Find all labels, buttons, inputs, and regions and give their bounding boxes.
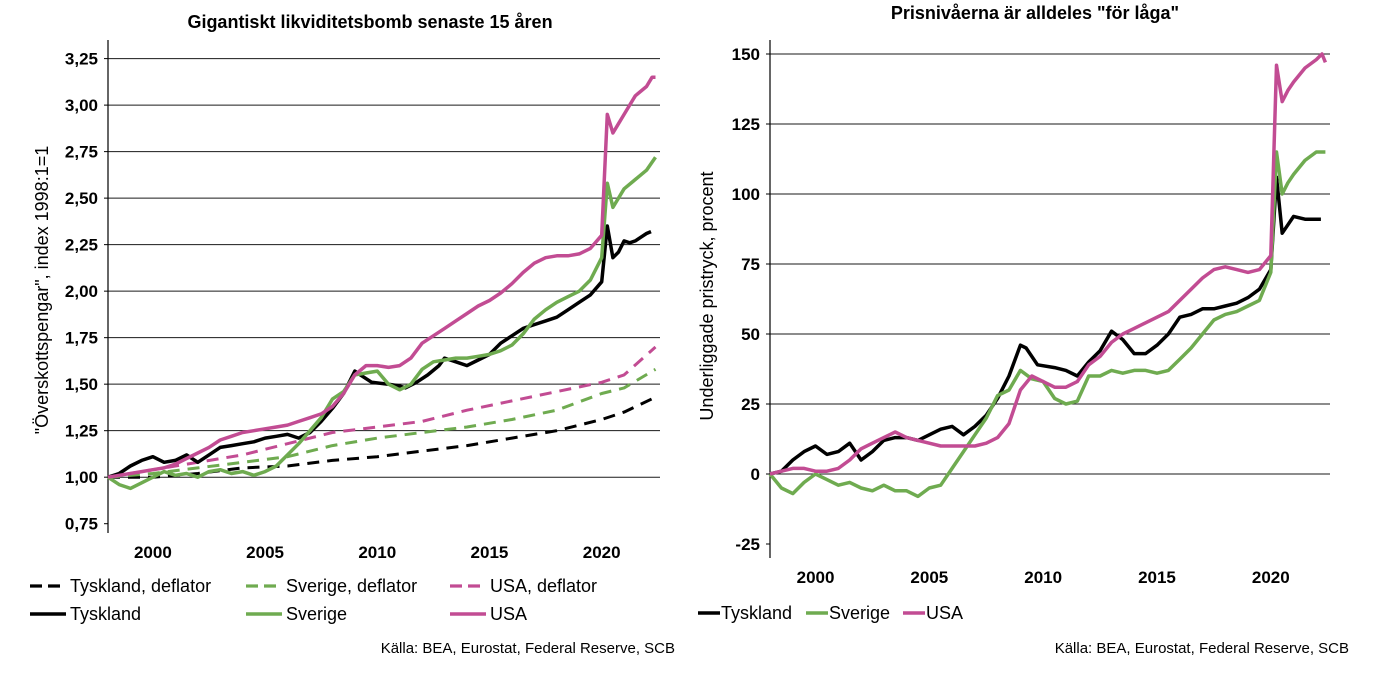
right-legend-label-sverige: Sverige [829,603,890,623]
legend-label-sverige: Sverige [286,604,347,624]
legend-item-tyskland: Tyskland [30,604,141,624]
right-chart: Prisnivåerna är alldeles "för låga" Unde… [697,3,1349,657]
right-y-tick-label: 125 [732,115,760,134]
legend-item-usa: USA [450,604,527,624]
left-y-tick-label: 2,00 [65,282,98,301]
left-y-tick-label: 2,75 [65,143,98,162]
right-series-usa [769,52,1328,476]
left-series-usa [107,75,656,479]
left-source-note: Källa: BEA, Eurostat, Federal Reserve, S… [381,640,675,657]
right-y-tick-labels: -25 0 25 50 75 100 125 150 [732,45,770,554]
right-y-tick-label: 0 [751,465,760,484]
right-legend-item-sverige: Sverige [806,603,890,623]
right-x-tick-labels: 2000 2005 2010 2015 2020 [797,568,1290,587]
right-x-tick-label: 2000 [797,568,835,587]
left-x-tick-label: 2020 [583,543,621,562]
left-y-tick-label: 3,25 [65,50,98,69]
legend-item-sverige: Sverige [246,604,347,624]
right-series-tyskland [769,175,1321,476]
right-series-lines [768,52,1328,499]
right-x-tick-label: 2015 [1138,568,1176,587]
legend-label-sverige-deflator: Sverige, deflator [286,576,417,596]
left-y-tick-label: 2,50 [65,189,98,208]
left-y-tick-label: 1,75 [65,329,98,348]
left-y-tick-label: 3,00 [65,96,98,115]
left-chart: Gigantiskt likviditetsbomb senaste 15 år… [30,12,675,657]
left-y-tick-label: 0,75 [65,515,98,534]
right-chart-title: Prisnivåerna är alldeles "för låga" [891,3,1179,23]
legend-item-sverige-deflator: Sverige, deflator [246,576,417,596]
right-x-tick-label: 2020 [1252,568,1290,587]
right-y-tick-label: 50 [741,325,760,344]
right-y-tick-label: -25 [735,535,760,554]
right-y-axis-label: Underliggade pristryck, procent [697,171,717,420]
left-series-tyskland-deflator [108,395,657,479]
left-chart-title: Gigantiskt likviditetsbomb senaste 15 år… [187,12,552,32]
left-y-tick-labels: 0,75 1,00 1,25 1,50 1,75 2,00 2,25 2,50 2,75 3,00… [65,50,108,534]
right-legend-item-tyskland: Tyskland [698,603,792,623]
legend-label-usa-deflator: USA, deflator [490,576,597,596]
legend-label-usa: USA [490,604,527,624]
left-x-tick-labels: 2000 2005 2010 2015 2020 [134,543,621,562]
right-y-tick-label: 75 [741,255,760,274]
left-legend: Tyskland, deflator Sverige, deflator USA… [30,576,597,624]
left-x-tick-label: 2005 [246,543,284,562]
left-x-tick-label: 2000 [134,543,172,562]
legend-label-tyskland-deflator: Tyskland, deflator [70,576,211,596]
left-series-sverige [107,156,657,491]
right-y-tick-label: 150 [732,45,760,64]
left-gridlines [108,58,660,478]
right-legend-item-usa: USA [903,603,963,623]
left-y-tick-label: 1,25 [65,422,98,441]
right-gridlines [770,53,1330,475]
legend-label-tyskland: Tyskland [70,604,141,624]
right-x-tick-label: 2010 [1024,568,1062,587]
left-y-tick-label: 1,50 [65,375,98,394]
left-x-tick-label: 2010 [358,543,396,562]
left-y-axis-label: "Överskottspengar", index 1998:1=1 [32,146,52,434]
right-y-tick-label: 100 [732,185,760,204]
right-legend: Tyskland Sverige USA [698,603,963,623]
left-y-tick-label: 1,00 [65,468,98,487]
right-x-tick-label: 2005 [910,568,948,587]
left-y-tick-label: 2,25 [65,236,98,255]
legend-item-usa-deflator: USA, deflator [450,576,597,596]
right-legend-label-usa: USA [926,603,963,623]
right-legend-label-tyskland: Tyskland [721,603,792,623]
right-y-tick-label: 25 [741,395,760,414]
left-series-sverige-deflator [107,368,657,479]
legend-item-tyskland-deflator: Tyskland, deflator [30,576,211,596]
left-series-tyskland [107,224,652,479]
left-x-tick-label: 2015 [471,543,509,562]
right-source-note: Källa: BEA, Eurostat, Federal Reserve, S… [1055,640,1349,657]
left-series-lines [107,75,657,491]
right-series-sverige [768,150,1326,499]
